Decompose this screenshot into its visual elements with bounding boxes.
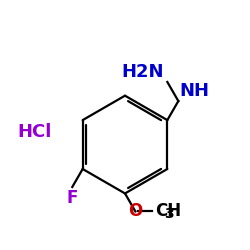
Text: F: F [66, 190, 78, 208]
Text: HCl: HCl [17, 123, 52, 141]
Text: O: O [128, 202, 142, 220]
Text: NH: NH [180, 82, 210, 100]
Text: CH: CH [155, 202, 181, 220]
Text: H2N: H2N [121, 63, 164, 81]
Text: 3: 3 [164, 207, 174, 221]
